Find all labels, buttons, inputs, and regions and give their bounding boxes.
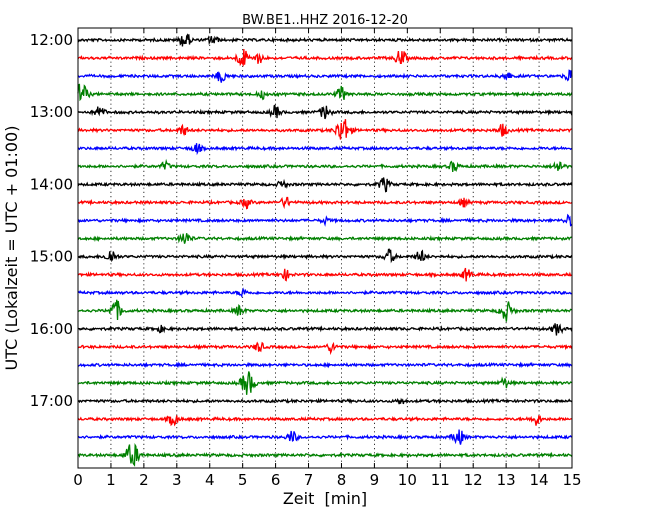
plot-frame <box>77 27 573 469</box>
trace-row <box>77 143 573 156</box>
trace-rows <box>77 33 573 467</box>
x-tick-label: 0 <box>73 471 83 489</box>
x-axis-ticks: 0 1 2 3 4 5 6 7 8 9 10 11 12 13 14 15 <box>73 28 582 489</box>
trace-row <box>77 267 573 282</box>
trace-row <box>77 397 573 405</box>
x-tick-label: 7 <box>304 471 314 489</box>
trace-row <box>77 104 573 120</box>
trace-row <box>77 196 573 210</box>
trace-row <box>77 158 573 173</box>
y-tick-label: 15:00 <box>30 248 73 266</box>
trace-row <box>77 341 573 356</box>
x-tick-label: 8 <box>337 471 347 489</box>
trace-row <box>77 287 573 298</box>
x-tick-label: 2 <box>139 471 149 489</box>
x-tick-label: 15 <box>562 471 581 489</box>
x-tick-label: 12 <box>464 471 483 489</box>
y-tick-label: 17:00 <box>30 392 73 410</box>
x-tick-label: 5 <box>238 471 248 489</box>
trace-row <box>77 69 573 83</box>
trace-row <box>77 33 573 47</box>
x-tick-label: 6 <box>271 471 281 489</box>
trace-row <box>77 248 573 264</box>
y-tick-label: 13:00 <box>30 103 73 121</box>
trace-row <box>77 213 573 227</box>
y-axis-label: UTC (Lokalzeit = UTC + 01:00) <box>2 126 21 371</box>
x-tick-label: 1 <box>106 471 116 489</box>
y-axis-ticks: 12:00 13:00 14:00 15:00 16:00 17:00 <box>30 31 572 410</box>
trace-row <box>77 361 573 369</box>
trace-row <box>77 118 573 140</box>
x-tick-label: 3 <box>172 471 182 489</box>
x-tick-label: 13 <box>497 471 516 489</box>
y-tick-label: 14:00 <box>30 175 73 193</box>
y-tick-label: 12:00 <box>30 31 73 49</box>
x-tick-label: 10 <box>398 471 417 489</box>
trace-row <box>77 83 573 102</box>
trace-row <box>77 415 573 427</box>
x-tick-label: 14 <box>530 471 549 489</box>
trace-row <box>77 443 573 467</box>
trace-row <box>77 233 573 244</box>
chart-title: BW.BE1..HHZ 2016-12-20 <box>242 13 408 28</box>
trace-row <box>77 323 573 336</box>
trace-row <box>77 429 573 445</box>
x-tick-label: 11 <box>431 471 450 489</box>
trace-row <box>77 299 573 322</box>
x-tick-label: 4 <box>205 471 215 489</box>
trace-row <box>77 177 573 193</box>
x-tick-label: 9 <box>370 471 380 489</box>
y-tick-label: 16:00 <box>30 320 73 338</box>
trace-row <box>77 49 573 67</box>
trace-row <box>77 371 573 395</box>
x-axis-label: Zeit [min] <box>283 489 367 508</box>
